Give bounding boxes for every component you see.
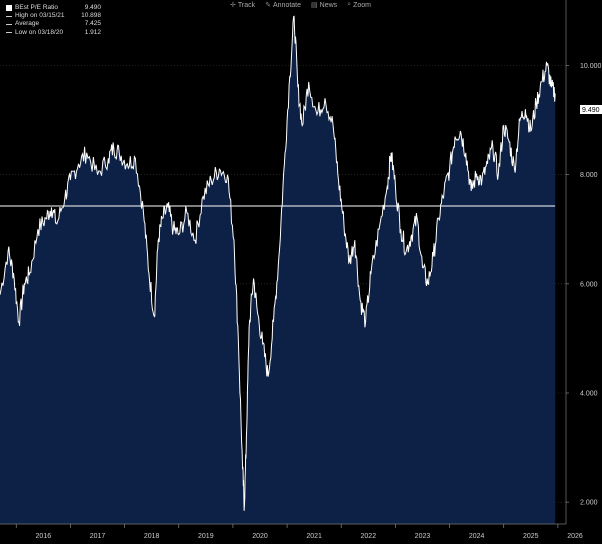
series-swatch	[6, 5, 12, 12]
legend-series[interactable]: BEst P/E Ratio 9.490	[6, 4, 101, 12]
legend-high: High on 03/15/21 10.898	[6, 12, 101, 20]
track-button[interactable]: ✛ Track	[230, 1, 256, 10]
x-axis-ticks: 2016 2017 2018 2019 2020 2021 2022 2023 2024 2025…	[15, 524, 583, 540]
chart-legend: BEst P/E Ratio 9.490 High on 03/15/21 10.8…	[6, 4, 101, 37]
y-tick-label: 2.000	[580, 500, 598, 507]
x-tick-label: 2025	[523, 533, 539, 540]
x-tick-label: 2021	[306, 533, 322, 540]
pe-ratio-area	[0, 16, 556, 525]
x-tick-label: 2024	[469, 533, 485, 540]
average-swatch	[6, 24, 12, 25]
y-tick-label: 6.000	[580, 281, 598, 288]
zoom-button[interactable]: ⌕ Zoom	[347, 1, 371, 9]
news-icon: ▤	[311, 2, 318, 9]
y-tick-label: 8.000	[580, 172, 598, 179]
pencil-icon: ✎	[265, 2, 271, 9]
news-button[interactable]: ▤ News	[311, 1, 338, 10]
last-value-label: 9.490	[582, 107, 600, 114]
chart-toolbar: ✛ Track ✎ Annotate ▤ News ⌕ Zoom	[230, 0, 371, 10]
y-tick-label: 10.000	[580, 63, 602, 70]
x-tick-label: 2026	[567, 533, 583, 540]
x-tick-label: 2022	[361, 533, 377, 540]
annotate-button[interactable]: ✎ Annotate	[265, 1, 302, 10]
pe-ratio-line	[0, 15, 556, 511]
x-tick-label: 2020	[252, 533, 268, 540]
x-tick-label: 2019	[198, 533, 214, 540]
legend-average: Average 7.425	[6, 20, 101, 28]
low-marker	[6, 32, 12, 34]
x-tick-label: 2018	[144, 533, 160, 540]
high-marker	[6, 15, 12, 17]
x-tick-label: 2023	[415, 533, 431, 540]
legend-low: Low on 03/18/20 1.912	[6, 29, 101, 37]
y-tick-label: 4.000	[580, 391, 598, 398]
x-tick-label: 2016	[36, 533, 52, 540]
magnifier-icon: ⌕	[347, 1, 352, 8]
crosshair-icon: ✛	[230, 2, 236, 9]
x-tick-label: 2017	[90, 533, 106, 540]
y-axis-ticks: 2.000 4.000 6.000 8.000 10.000	[566, 63, 602, 507]
last-value-tag: 9.490	[580, 105, 602, 114]
